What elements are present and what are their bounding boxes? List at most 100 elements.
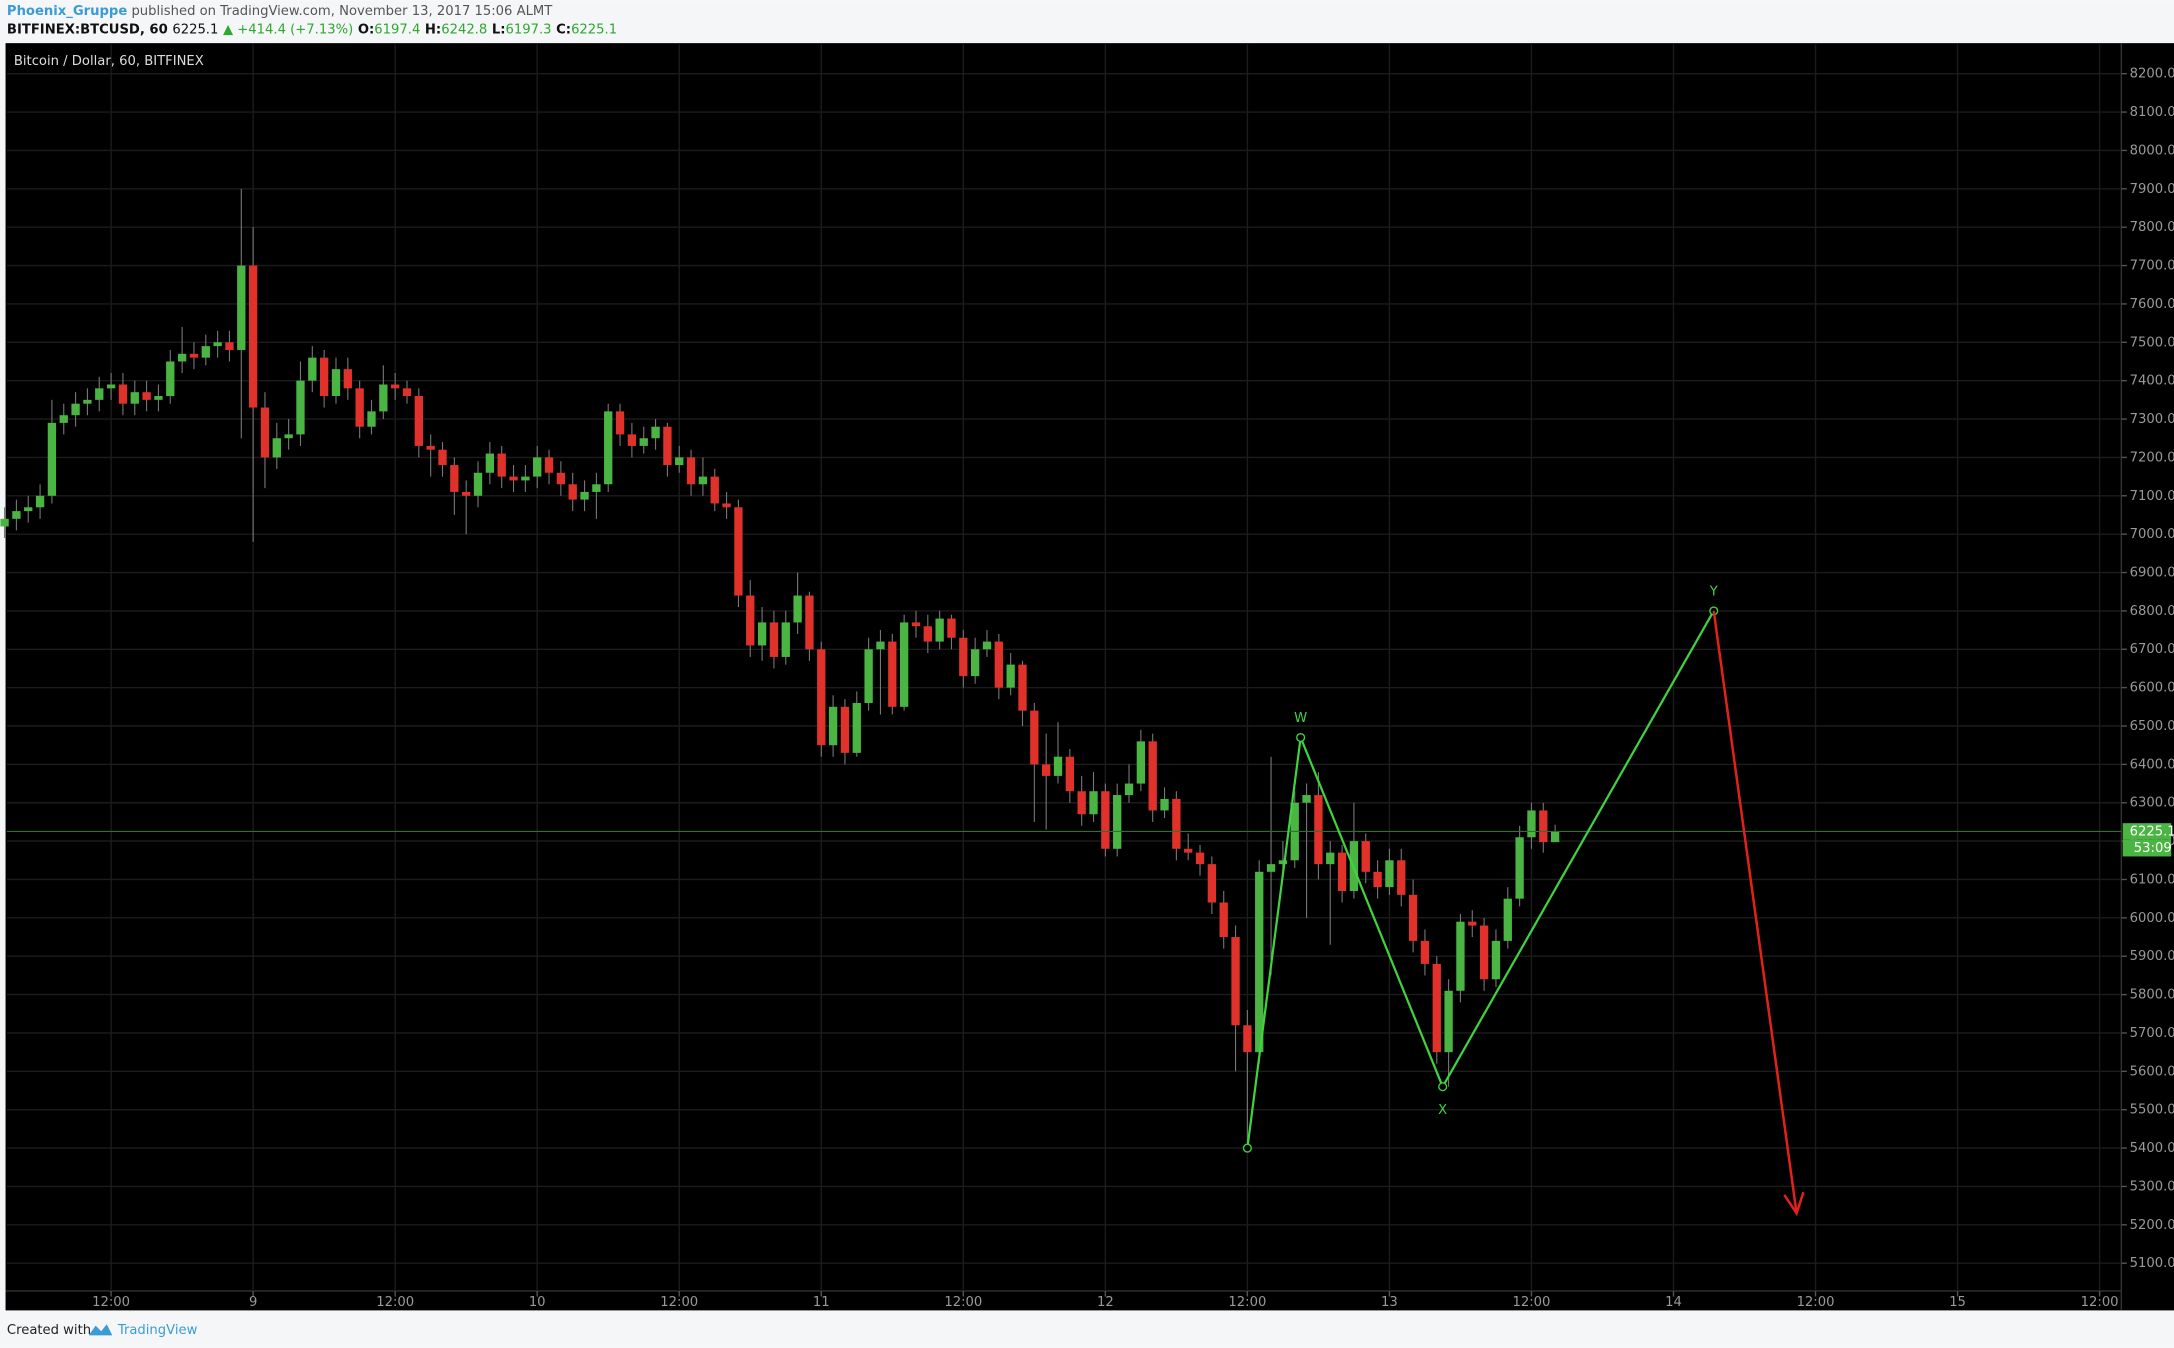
- candle-body: [1468, 921, 1477, 926]
- wave-point: [1242, 1143, 1252, 1153]
- candle-body: [83, 399, 92, 404]
- candle-body: [296, 380, 305, 435]
- candle-body: [1397, 860, 1406, 895]
- x-tick-label: 12:00: [1228, 1295, 1266, 1310]
- candle-body: [0, 518, 9, 527]
- y-tick-label: 8100.0: [2130, 105, 2174, 120]
- candle-body: [35, 495, 45, 508]
- ohlc-label: C:: [556, 22, 571, 37]
- candle-body: [580, 491, 589, 500]
- y-tick-label: 5800.0: [2130, 988, 2174, 1003]
- candle-body: [828, 706, 838, 746]
- candle-body: [888, 641, 897, 707]
- candle-body: [426, 445, 435, 450]
- candle-body: [142, 392, 151, 400]
- candle-body: [1207, 864, 1217, 903]
- candle-body: [686, 457, 696, 485]
- candle-body: [1444, 990, 1453, 1053]
- wave-line: [1246, 610, 1715, 1149]
- symbol: BITFINEX:BTCUSD, 60: [7, 22, 168, 37]
- x-tick-label: 12:00: [944, 1295, 982, 1310]
- candle-body: [355, 388, 364, 427]
- y-tick-label: 8200.0: [2130, 67, 2174, 82]
- candle-body: [1420, 940, 1430, 964]
- author[interactable]: Phoenix_Gruppe: [7, 4, 127, 19]
- x-tick-label: 13: [1381, 1295, 1398, 1310]
- candle-body: [639, 438, 648, 446]
- candle-body: [438, 449, 447, 466]
- candle-body: [47, 422, 57, 496]
- x-tick-label: 12:00: [92, 1295, 130, 1310]
- candle-body: [769, 622, 779, 657]
- candle-body: [118, 384, 128, 404]
- candle-body: [911, 622, 921, 627]
- candle-body: [840, 706, 850, 753]
- candle-body: [982, 641, 992, 650]
- candle-body: [1432, 963, 1441, 1053]
- candle-body: [793, 595, 802, 623]
- y-tick-label: 6700.0: [2130, 642, 2174, 657]
- candle-body: [1053, 756, 1063, 776]
- candle-body: [1195, 852, 1205, 865]
- candle-body: [947, 618, 956, 638]
- change: ▲ +414.4 (+7.13%): [223, 22, 353, 37]
- candle-body: [1006, 664, 1015, 688]
- candle-body: [1314, 795, 1323, 865]
- candle-body: [1326, 852, 1335, 865]
- candle-body: [1491, 940, 1501, 980]
- candle-body: [722, 503, 731, 508]
- candle-body: [284, 434, 293, 439]
- candle-body: [1539, 810, 1548, 843]
- candle-body: [1527, 810, 1536, 838]
- candle-body: [166, 361, 175, 397]
- x-tick-label: 14: [1665, 1295, 1682, 1310]
- candle-body: [1030, 710, 1039, 765]
- x-tick-label: 12:00: [660, 1295, 698, 1310]
- y-tick-label: 6600.0: [2130, 681, 2174, 696]
- x-tick-label: 12:00: [2081, 1295, 2119, 1310]
- candle-body: [544, 457, 554, 473]
- candle-body: [1018, 664, 1027, 711]
- candle-body: [1278, 860, 1288, 865]
- candle-body: [734, 507, 743, 596]
- candle-body: [521, 476, 530, 481]
- candle-body: [1550, 831, 1560, 843]
- candle-body: [225, 342, 234, 350]
- footer-brand[interactable]: TradingView: [117, 1323, 198, 1338]
- ohlc-value: 6225.1: [571, 22, 617, 37]
- candle-body: [757, 622, 767, 646]
- candle-body: [189, 353, 199, 358]
- y-tick-label: 6400.0: [2130, 757, 2174, 772]
- candle-body: [497, 453, 506, 477]
- candle-body: [627, 434, 637, 446]
- footer-created: Created with: [7, 1323, 91, 1338]
- y-tick-label: 7100.0: [2130, 489, 2174, 504]
- y-tick-label: 7600.0: [2130, 297, 2174, 312]
- candle-body: [746, 595, 755, 646]
- candle-body: [592, 484, 601, 492]
- published: published on TradingView.com, November 1…: [131, 4, 553, 19]
- candle-body: [319, 357, 329, 397]
- candle-body: [248, 265, 258, 408]
- y-tick-label: 6500.0: [2130, 719, 2174, 734]
- x-tick-label: 12:00: [1512, 1295, 1550, 1310]
- ohlc-label: O:: [358, 22, 374, 37]
- candle-body: [154, 396, 163, 400]
- y-tick-label: 5900.0: [2130, 949, 2174, 964]
- y-tick-label: 5600.0: [2130, 1064, 2174, 1079]
- ohlc-value: 6242.8: [441, 22, 487, 37]
- countdown-label: 53:09: [2134, 841, 2172, 856]
- candle-body: [177, 353, 187, 362]
- candle-body: [130, 392, 139, 404]
- candle-body: [817, 649, 826, 746]
- y-tick-label: 5100.0: [2130, 1256, 2174, 1271]
- candle-body: [1385, 860, 1394, 888]
- wave-label: Y: [1709, 584, 1719, 599]
- candle-body: [1042, 764, 1051, 776]
- candle-body: [414, 396, 423, 446]
- candle-body: [367, 411, 376, 427]
- projection-line: [1712, 610, 1798, 1214]
- y-tick-label: 8000.0: [2130, 143, 2174, 158]
- y-tick-label: 6800.0: [2130, 604, 2174, 619]
- x-tick-label: 12: [1097, 1295, 1114, 1310]
